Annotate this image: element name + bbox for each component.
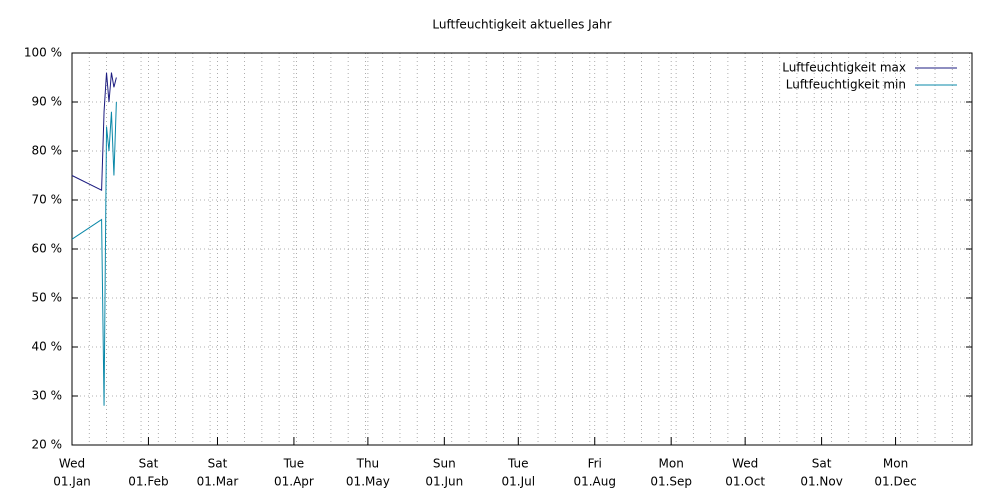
x-tick-label: 01.Jul <box>502 475 536 489</box>
x-tick-label: Sat <box>139 457 159 471</box>
y-tick-label: 60 % <box>32 242 63 256</box>
x-tick-label: 01.Sep <box>650 475 692 489</box>
x-tick-label: Wed <box>59 457 85 471</box>
x-tick-label: 01.Apr <box>274 475 314 489</box>
x-tick-label: Sun <box>433 457 456 471</box>
x-tick-label: Mon <box>659 457 684 471</box>
y-tick-label: 70 % <box>32 193 63 207</box>
x-tick-label: 01.May <box>346 475 390 489</box>
x-tick-label: 01.Mar <box>197 475 239 489</box>
plot-frame <box>71 52 973 446</box>
x-tick-label: Tue <box>507 457 529 471</box>
y-tick-label: 40 % <box>32 340 63 354</box>
legend-label: Luftfeuchtigkeit max <box>782 61 906 75</box>
x-tick-label: Tue <box>283 457 305 471</box>
chart-title: Luftfeuchtigkeit aktuelles Jahr <box>432 18 611 32</box>
x-tick-label: Sat <box>208 457 228 471</box>
x-tick-label: 01.Jan <box>53 475 91 489</box>
y-tick-label: 80 % <box>32 144 63 158</box>
x-tick-label: Thu <box>356 457 380 471</box>
x-tick-label: Wed <box>732 457 758 471</box>
y-tick-label: 50 % <box>32 291 63 305</box>
y-tick-label: 100 % <box>24 46 62 60</box>
legend-label: Luftfeuchtigkeit min <box>786 78 906 92</box>
x-tick-label: Mon <box>883 457 908 471</box>
data-line <box>71 72 117 191</box>
x-tick-label: 01.Jun <box>425 475 463 489</box>
y-tick-label: 20 % <box>32 438 63 452</box>
x-tick-label: 01.Dec <box>874 475 916 489</box>
x-tick-label: Fri <box>588 457 602 471</box>
y-tick-label: 30 % <box>32 389 63 403</box>
x-tick-label: 01.Nov <box>800 475 843 489</box>
x-tick-label: Sat <box>812 457 832 471</box>
x-tick-label: 01.Oct <box>725 475 765 489</box>
x-tick-label: 01.Feb <box>128 475 168 489</box>
data-line <box>71 101 117 406</box>
y-tick-label: 90 % <box>32 95 63 109</box>
x-tick-label: 01.Aug <box>573 475 616 489</box>
